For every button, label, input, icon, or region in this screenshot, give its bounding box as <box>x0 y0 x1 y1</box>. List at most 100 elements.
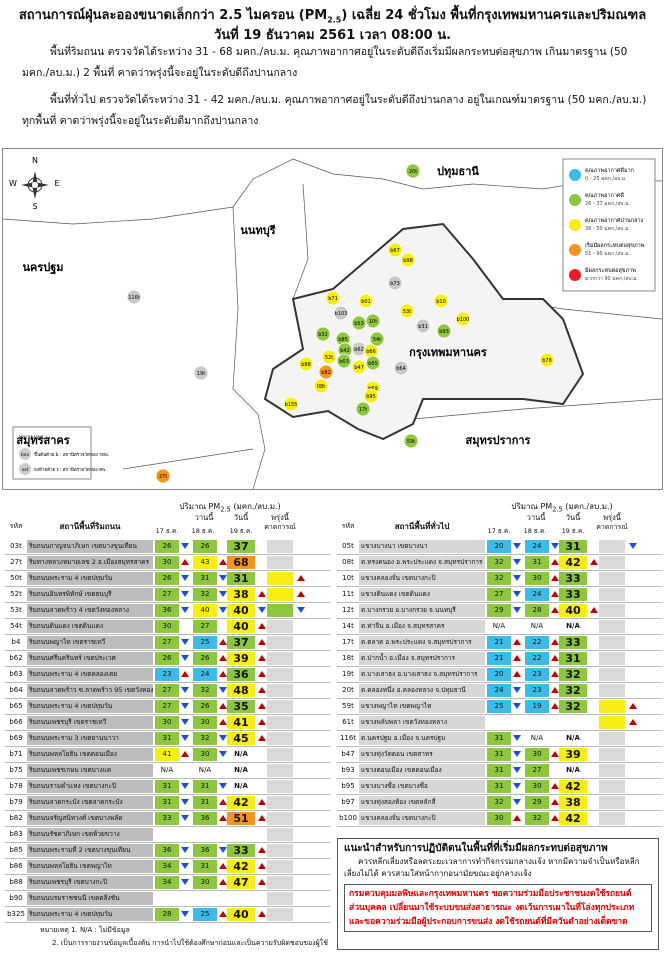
station-code: b65 <box>9 702 23 710</box>
station-label: 59t <box>407 439 415 445</box>
pm-value: 30 <box>155 716 179 729</box>
pm-value: 40 <box>559 604 587 617</box>
station-marker <box>351 359 367 375</box>
station-name: ริมถนนพระรามที่ 2 เขตบางขุนเทียน <box>27 844 153 857</box>
station-marker <box>399 303 415 319</box>
row-line <box>5 586 330 587</box>
row-line <box>5 554 330 555</box>
station-label: 116t <box>128 295 140 301</box>
station-marker <box>325 290 341 306</box>
row-line <box>5 778 330 779</box>
trend-arrow <box>590 607 598 613</box>
pm-value: 37 <box>227 540 255 553</box>
station-name: ริมถนนเพชรบุรี เขตบางกะปิ <box>27 876 153 889</box>
station-name: ต.บางเสาธง อ.บางเสาธง จ.สมุทรปราการ <box>359 668 485 681</box>
trend-arrow <box>258 639 266 645</box>
station-label: 08t <box>317 384 325 390</box>
station-name: แขวงบางซื่อ เขตบางซื่อ <box>359 780 485 793</box>
pm-value: 41 <box>155 748 179 761</box>
station-label: 52t <box>325 355 333 361</box>
pm-value <box>559 716 587 729</box>
trend-arrow <box>181 655 189 661</box>
station-label: b85 <box>338 337 348 343</box>
legend-swatch <box>569 269 581 281</box>
trend-arrow <box>219 815 227 821</box>
province-label: นนทบุรี <box>240 224 275 238</box>
pm-value: N/A <box>234 750 248 758</box>
station-name: ต.ตลาด อ.พระประแดง จ.สมุทรปราการ <box>359 636 485 649</box>
pm-value: 31 <box>487 764 511 777</box>
station-marker <box>387 242 403 258</box>
station-name: ริมถนนพระราม 4 เขตปทุมวัน <box>27 572 153 585</box>
legend-label: เริ่มมีผลกระทบต่อสุขภาพ <box>585 241 645 249</box>
station-code: 61t <box>342 718 354 726</box>
row-line <box>5 826 330 827</box>
station-code: b63 <box>9 670 23 678</box>
pm-value: 26 <box>193 652 217 665</box>
trend-arrow <box>219 911 227 917</box>
station-label: b71 <box>328 296 338 302</box>
station-label: b65 <box>368 361 378 367</box>
station-marker <box>436 323 452 339</box>
trend-arrow <box>258 703 266 709</box>
station-marker <box>333 305 349 321</box>
trend-arrow <box>181 799 189 805</box>
pm-value: 28 <box>155 908 179 921</box>
station-name: ริมถนนอินทรพิทักษ์ เขตธนบุรี <box>27 588 153 601</box>
station-code: b62 <box>9 654 23 662</box>
station-label: b01 <box>361 299 371 305</box>
forecast <box>599 556 625 569</box>
row-line <box>337 794 662 795</box>
pm-value: 39 <box>559 748 587 761</box>
station-marker <box>433 293 449 309</box>
pm-value <box>525 716 549 729</box>
forecast <box>599 620 625 633</box>
station-label: 10t <box>369 319 377 325</box>
title-text: ) เฉลี่ย 24 ชั่วโมง พื้นที่กรุงเทพมหานคร… <box>341 8 647 23</box>
pm-value <box>155 828 179 841</box>
footnote: 2. เป็นการรายงานข้อมูลเบื้องต้น การนำไปใ… <box>52 939 328 947</box>
legend-range: 0 - 25 มคก./ลบ.ม. <box>585 176 627 182</box>
station-label: b98 <box>403 258 413 264</box>
trend-arrow <box>181 815 189 821</box>
compass-label: W <box>9 179 17 188</box>
pm-value: 21 <box>487 652 511 665</box>
trend-arrow <box>551 639 559 645</box>
station-marker <box>298 356 314 372</box>
row-line <box>337 762 662 763</box>
pm-value: 27 <box>487 588 511 601</box>
row-line <box>337 666 662 667</box>
pm-value: 30 <box>525 748 549 761</box>
pm-value: 31 <box>227 572 255 585</box>
station-name: ต.คลองหนึ่ง อ.คลองหลวง จ.ปทุมธานี <box>359 684 485 697</box>
pm-value: 39 <box>227 652 255 665</box>
station-label: b103 <box>335 311 348 317</box>
row-line <box>5 730 330 731</box>
pm-value: N/A <box>566 622 580 630</box>
station-name: แขวงคลองจั่น เขตบางกะปิ <box>359 812 485 825</box>
station-code: b90 <box>9 894 23 902</box>
header-sub: 2.5 <box>220 505 231 514</box>
station-name: แขวงพลับพลา เขตวังทองหลาง <box>359 716 485 729</box>
pm-value: 25 <box>487 700 511 713</box>
forecast <box>599 780 625 793</box>
pm-value: N/A <box>530 734 544 742</box>
station-label: b63 <box>339 359 349 365</box>
station-label: b155 <box>285 402 298 408</box>
trend-arrow <box>181 847 189 853</box>
pm-value: 31 <box>155 780 179 793</box>
station-label: b73 <box>390 281 400 287</box>
pm-value: 28 <box>525 604 549 617</box>
table-header-pm: ปริมาณ PM2.5 (มคก./ลบ.ม.) <box>487 500 637 514</box>
column-header: วันนี้ <box>233 513 249 522</box>
trend-arrow <box>551 543 559 549</box>
station-name: ริมถนนบรมราชชนนี เขตตลิ่งชัน <box>27 892 153 905</box>
trend-arrow <box>629 543 637 549</box>
forecast <box>267 716 293 729</box>
station-code: b85 <box>9 846 23 854</box>
pm-value: 40 <box>227 908 255 921</box>
trend-arrow <box>258 879 266 885</box>
station-name: ต.ท่าจีน อ.เมือง จ.สมุทรสาคร <box>359 620 485 633</box>
compass-label: S <box>32 202 37 211</box>
row-line <box>337 810 662 811</box>
